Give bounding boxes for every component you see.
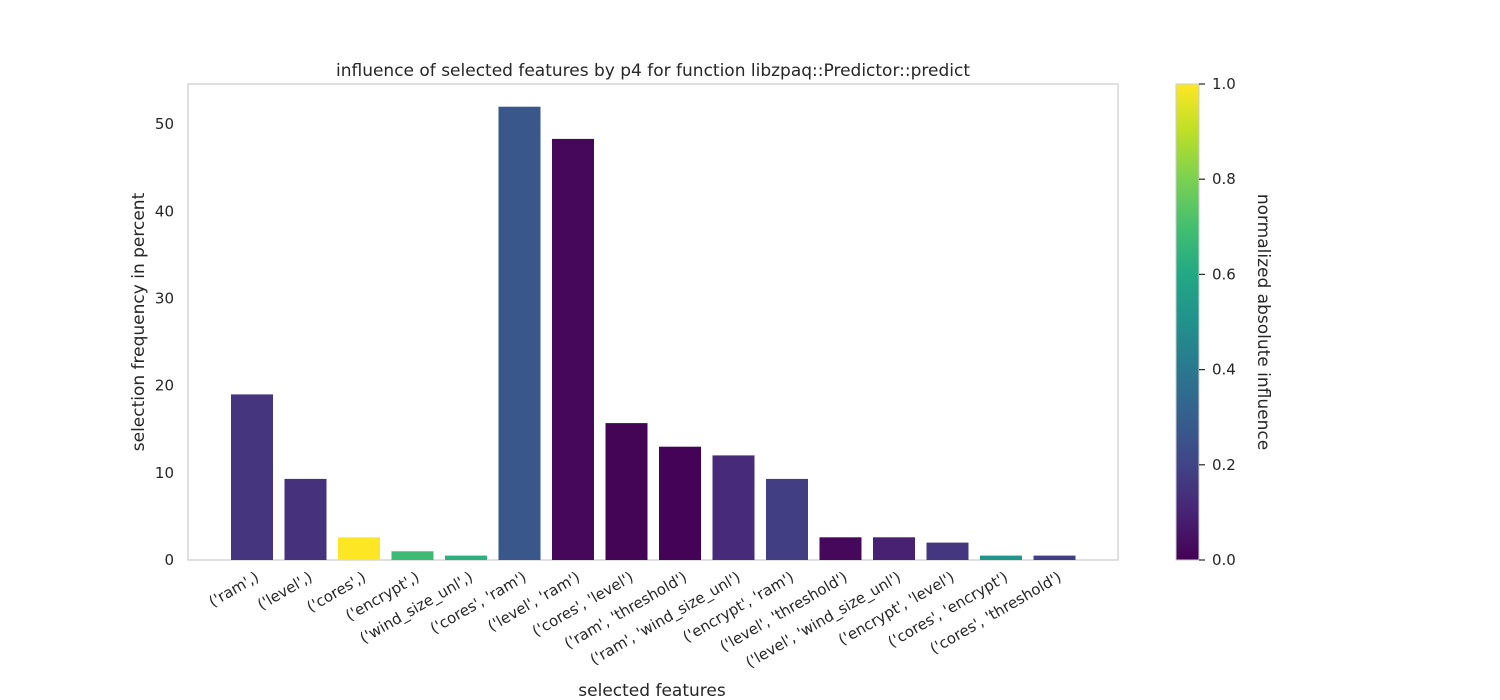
bar [659, 446, 701, 560]
chart-title: influence of selected features by p4 for… [336, 61, 970, 81]
colorbar-label: normalized absolute influence [1253, 194, 1273, 450]
colorbar-tick-label: 0.2 [1212, 456, 1236, 474]
bar [338, 537, 380, 560]
colorbar-gradient [1175, 83, 1200, 561]
x-axis-ticks: ('ram',)('level',)('cores',)('encrypt',)… [206, 568, 1065, 673]
bar [766, 478, 808, 560]
bar [391, 551, 434, 560]
colorbar-tick-label: 1.0 [1212, 75, 1236, 93]
bar [819, 537, 862, 560]
x-axis-label: selected features [578, 681, 726, 700]
plot-area [187, 83, 1119, 561]
y-tick-label: 0 [164, 551, 174, 569]
y-tick-label: 20 [155, 377, 174, 395]
y-axis-ticks: 0 10 20 30 40 50 [155, 115, 174, 569]
bar [284, 478, 327, 560]
bar [980, 555, 1022, 560]
bar [552, 138, 594, 560]
bar [712, 455, 755, 560]
y-axis-label: selection frequency in percent [129, 192, 149, 451]
colorbar-tick-label: 0.8 [1212, 170, 1236, 188]
bars-group [231, 106, 1076, 560]
y-tick-label: 50 [155, 115, 174, 133]
bar [1033, 555, 1076, 560]
y-tick-label: 40 [155, 202, 174, 220]
bar [926, 542, 969, 560]
colorbar: 0.0 0.2 0.4 0.6 0.8 1.0 normalized absolute i… [1175, 75, 1273, 569]
x-tick-label: ('ram',) [206, 568, 262, 611]
bar [445, 555, 487, 560]
bar [873, 537, 915, 560]
bar [605, 423, 648, 560]
bar [498, 106, 541, 560]
y-tick-label: 30 [155, 290, 174, 308]
colorbar-tick-label: 0.4 [1212, 361, 1236, 379]
colorbar-ticks: 0.0 0.2 0.4 0.6 0.8 1.0 [1199, 75, 1236, 569]
colorbar-tick-label: 0.6 [1212, 265, 1236, 283]
colorbar-tick-label: 0.0 [1212, 551, 1236, 569]
bar [231, 394, 273, 560]
y-tick-label: 10 [155, 464, 174, 482]
